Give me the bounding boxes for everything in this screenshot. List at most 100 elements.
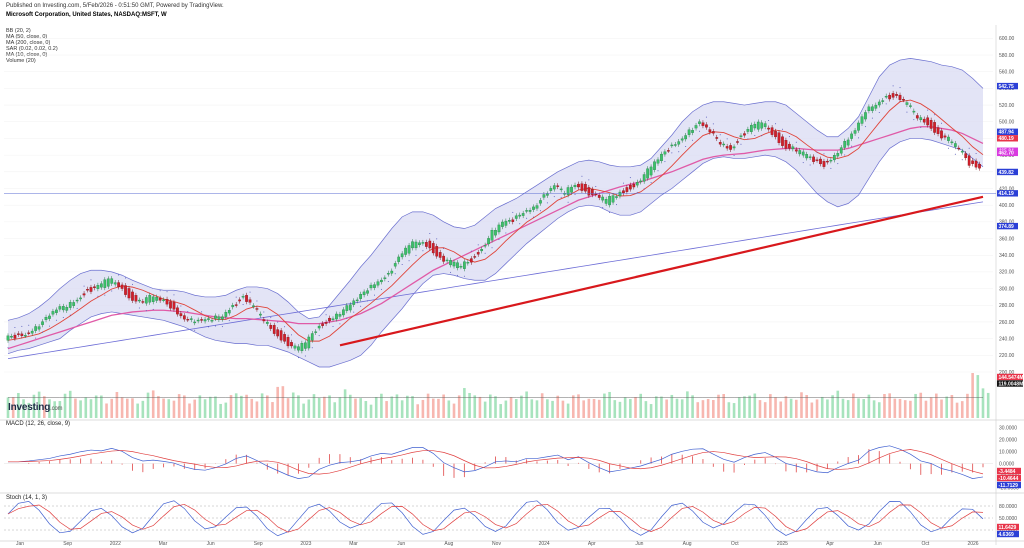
volume-bar	[748, 395, 751, 418]
volume-bar	[722, 394, 725, 418]
sar-dot	[180, 305, 182, 307]
candle	[345, 305, 349, 311]
candle	[936, 127, 940, 134]
volume-bar	[380, 393, 383, 418]
volume-bar	[629, 399, 632, 418]
volume-bar	[623, 397, 627, 418]
volume-bar	[172, 400, 176, 418]
candle	[822, 161, 826, 167]
volume-bar	[577, 394, 580, 418]
candle	[788, 143, 791, 149]
volume-bar	[976, 375, 980, 418]
volume-bar	[753, 393, 757, 418]
volume-bar	[800, 392, 803, 418]
volume-bar	[929, 397, 933, 418]
volume-bar	[779, 401, 783, 418]
candle	[262, 319, 266, 322]
candle	[756, 121, 760, 130]
volume-bar	[732, 403, 736, 418]
sar-dot	[539, 210, 541, 212]
volume-bar	[691, 395, 694, 418]
price-tag	[997, 190, 1018, 197]
candle	[435, 246, 439, 257]
time-axis-tick: Mar	[159, 541, 168, 547]
sar-dot	[76, 307, 78, 309]
price-axis-tick: 200.00	[999, 370, 1015, 376]
sar-dot	[83, 285, 85, 287]
volume-bar	[836, 390, 840, 418]
volume-bar	[234, 393, 238, 418]
time-axis-tick: Oct	[921, 541, 929, 547]
sar-dot	[387, 281, 389, 283]
candle	[359, 294, 363, 299]
sar-dot	[242, 303, 244, 305]
stoch-tag-label: 4.6369	[999, 532, 1015, 538]
sar-dot	[263, 311, 265, 313]
volume-bar	[333, 402, 337, 418]
volume-bar	[411, 396, 414, 418]
sar-dot	[55, 319, 57, 321]
volume-bar	[260, 393, 264, 418]
sar-dot	[470, 250, 472, 252]
sar-dot	[104, 294, 106, 296]
volume-bar	[89, 399, 93, 418]
volume-bar	[188, 403, 191, 418]
candle	[286, 337, 290, 347]
volume-bar	[940, 399, 943, 418]
candle	[532, 206, 535, 210]
candle	[732, 146, 736, 149]
price-axis-tick: 320.00	[999, 270, 1015, 276]
candle	[106, 278, 110, 287]
time-axis-tick: 2026	[967, 541, 978, 547]
candle	[456, 262, 459, 269]
ma200-line	[7, 201, 984, 360]
macd-label: MACD (12, 26, close, 9)	[6, 421, 71, 427]
volume-bar	[224, 402, 228, 418]
candle	[186, 319, 190, 321]
sar-dot	[249, 291, 251, 293]
sar-dot	[574, 193, 576, 195]
volume-bar	[32, 394, 36, 418]
sar-dot	[62, 316, 64, 318]
volume-bar	[198, 395, 202, 418]
candle	[20, 333, 24, 337]
volume-bar	[105, 403, 108, 418]
indicator-ma50: MA (50, close, 0)	[6, 34, 48, 40]
volume-bar	[240, 395, 243, 418]
candle	[162, 299, 165, 301]
volume-bar	[359, 398, 362, 418]
candle	[542, 194, 546, 198]
volume-bar	[810, 402, 814, 418]
candle	[860, 116, 864, 124]
volume-bar	[613, 400, 617, 418]
volume-bar	[167, 399, 171, 418]
volume-bar	[183, 395, 186, 418]
candle	[881, 100, 885, 102]
candle	[300, 343, 304, 352]
candle	[794, 149, 798, 152]
candle	[628, 185, 632, 190]
candle	[853, 130, 857, 134]
candle	[964, 153, 968, 159]
bollinger-upper-line	[7, 58, 984, 321]
time-axis-tick: Nov	[492, 541, 501, 547]
candle	[957, 147, 961, 150]
sar-dot	[560, 196, 562, 198]
candle	[224, 311, 228, 317]
candle	[929, 119, 933, 129]
sar-dot	[526, 217, 528, 219]
candle	[667, 150, 670, 152]
sar-dot	[851, 145, 853, 147]
candle	[660, 153, 663, 162]
candle	[850, 133, 853, 139]
price-axis-tick: 240.00	[999, 336, 1015, 342]
candle	[480, 249, 484, 252]
volume-bar	[561, 400, 565, 418]
volume-bar	[587, 398, 591, 418]
candle	[369, 284, 373, 289]
volume-bar	[478, 396, 482, 418]
candle	[909, 105, 912, 107]
candle	[131, 291, 134, 301]
volume-bar	[281, 386, 285, 418]
volume-bar	[151, 390, 155, 418]
